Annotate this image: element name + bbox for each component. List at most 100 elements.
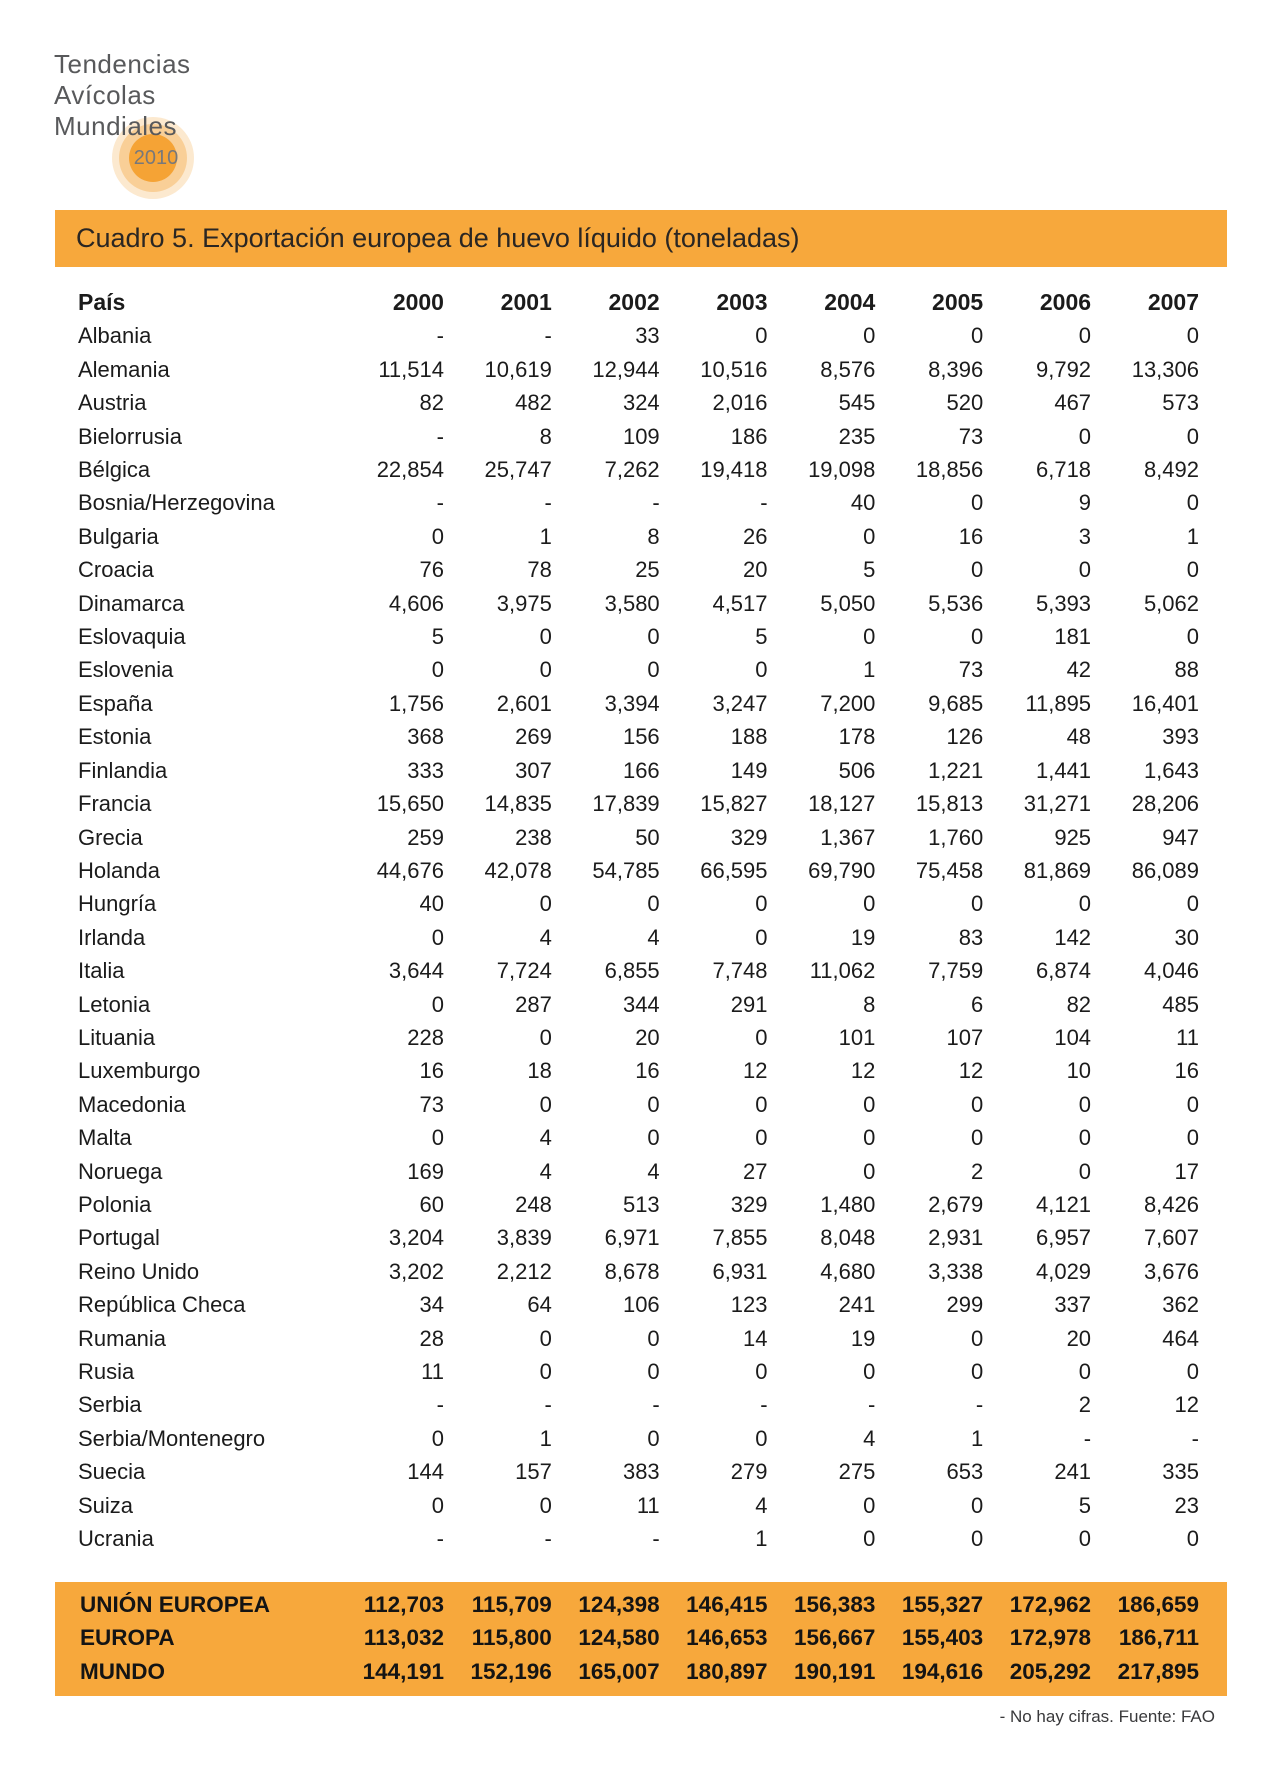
value-cell: 0 [1078, 1359, 1092, 1384]
value-cell: 178 [838, 724, 876, 750]
value-cell: 0 [970, 1359, 984, 1384]
value-cell: 2,931 [928, 1225, 984, 1251]
value-cell: 6 [970, 991, 984, 1017]
value-cell: 42 [1066, 657, 1092, 683]
value-cell: 228 [407, 1024, 444, 1050]
table-row: Eslovenia 0 0 0 0 1 73 42 88 [55, 653, 1199, 686]
value-cell: 4 [863, 1425, 876, 1451]
table-row: Rusia 11 0 0 0 0 0 0 0 [55, 1355, 1199, 1388]
value-cell: 190,191 [794, 1658, 876, 1684]
value-cell: 4 [539, 924, 552, 950]
value-cell: 4,606 [388, 590, 444, 616]
value-cell: 4 [647, 924, 660, 950]
value-cell: 12 [1174, 1392, 1199, 1418]
value-cell: 947 [1162, 824, 1199, 850]
value-cell: - [544, 1392, 552, 1418]
value-cell: 9,792 [1035, 356, 1092, 382]
country-name-cell: Polonia [78, 1191, 152, 1217]
value-cell: 6,874 [1035, 958, 1092, 984]
value-cell: 188 [730, 724, 768, 750]
value-cell: 181 [1054, 624, 1092, 650]
country-name-cell: Bielorrusia [78, 423, 182, 449]
value-cell: 124,398 [578, 1592, 660, 1617]
value-cell: 0 [647, 657, 660, 683]
value-cell: 0 [755, 1091, 768, 1117]
country-name-cell: Suecia [78, 1459, 146, 1485]
value-cell: 0 [1078, 1526, 1092, 1552]
value-cell: 7,748 [712, 958, 768, 984]
value-cell: 0 [1186, 423, 1199, 449]
value-cell: 5,393 [1035, 590, 1092, 616]
value-cell: 0 [863, 523, 876, 549]
value-cell: 113,032 [363, 1625, 444, 1651]
value-cell: 64 [527, 1292, 552, 1318]
table-row: República Checa 34 64 106 123 241 299 337 362 [55, 1288, 1199, 1321]
value-cell: 5 [1078, 1492, 1092, 1518]
logo-line-1: Tendencias [54, 49, 191, 79]
value-cell: 11 [1176, 1024, 1199, 1050]
value-cell: 16 [1174, 1058, 1199, 1084]
country-name-cell: Letonia [78, 991, 151, 1017]
value-cell: 40 [850, 490, 876, 516]
country-name-cell: Croacia [78, 557, 154, 583]
value-cell: - [652, 1392, 660, 1418]
value-cell: 2,212 [496, 1258, 552, 1284]
value-cell: 28 [419, 1325, 444, 1351]
value-cell: 66,595 [700, 857, 768, 883]
value-cell: 23 [1174, 1492, 1199, 1518]
value-cell: - [436, 423, 444, 449]
country-name-cell: Estonia [78, 724, 152, 750]
table-row: Bielorrusia - 8 109 186 235 73 0 0 [55, 420, 1199, 453]
value-cell: 8,426 [1143, 1191, 1199, 1217]
value-cell: 12 [850, 1058, 876, 1084]
table-row: EUROPA 113,032 115,800 124,580 146,653 156,66… [55, 1621, 1199, 1654]
table-row: Suecia 144 157 383 279 275 653 241 335 [55, 1455, 1199, 1488]
value-cell: 1 [539, 1425, 552, 1451]
value-cell: 0 [1078, 891, 1092, 917]
value-cell: 19,418 [700, 457, 768, 483]
value-cell: 9 [1078, 490, 1092, 516]
country-name-cell: Grecia [78, 824, 143, 850]
value-cell: 329 [730, 824, 768, 850]
value-cell: 241 [838, 1292, 876, 1318]
value-cell: 0 [970, 1325, 984, 1351]
value-cell: - [436, 1526, 444, 1552]
value-cell: 0 [1186, 557, 1199, 583]
value-cell: 16 [635, 1058, 660, 1084]
value-cell: 1,760 [928, 824, 984, 850]
value-cell: 513 [622, 1191, 660, 1217]
value-cell: 520 [946, 390, 984, 416]
value-cell: 1,480 [820, 1191, 876, 1217]
value-cell: - [652, 490, 660, 516]
value-cell: 73 [958, 423, 984, 449]
logo-line-2: Avícolas [54, 80, 156, 110]
value-cell: 0 [755, 924, 768, 950]
value-cell: 333 [407, 757, 444, 783]
table-row: Bulgaria 0 1 8 26 0 16 3 1 [55, 520, 1199, 553]
value-cell: 0 [863, 1158, 876, 1184]
value-cell: 3,338 [928, 1258, 984, 1284]
value-cell: 1 [755, 1526, 768, 1552]
value-cell: 1 [1186, 523, 1199, 549]
value-cell: 464 [1162, 1325, 1199, 1351]
value-cell: 10 [1066, 1058, 1092, 1084]
country-name-cell: Reino Unido [78, 1258, 200, 1284]
value-cell: 28,206 [1131, 791, 1199, 817]
value-cell: 42,078 [484, 857, 552, 883]
value-cell: 0 [863, 1359, 876, 1384]
value-cell: 48 [1066, 724, 1092, 750]
value-cell: 0 [1078, 1158, 1092, 1184]
country-name-cell: Rumania [78, 1325, 167, 1351]
table-title: Cuadro 5. Exportación europea de huevo l… [76, 223, 800, 253]
value-cell: 0 [863, 1125, 876, 1151]
value-cell: 205,292 [1009, 1658, 1092, 1684]
value-cell: 0 [539, 1091, 552, 1117]
value-cell: 20 [635, 1024, 660, 1050]
value-cell: 0 [647, 624, 660, 650]
value-cell: 15,827 [700, 791, 768, 817]
value-cell: 44,676 [376, 857, 444, 883]
value-cell: 0 [1078, 1091, 1092, 1117]
value-cell: 16,401 [1131, 690, 1199, 716]
value-cell: 0 [970, 557, 984, 583]
value-cell: 82 [419, 390, 444, 416]
